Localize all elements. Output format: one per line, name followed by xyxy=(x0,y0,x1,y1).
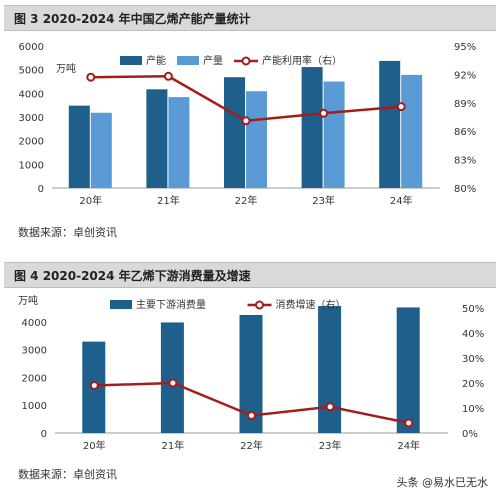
chart1-ytick-label: 2000 xyxy=(19,137,44,148)
chart1-xtick-label: 22年 xyxy=(235,194,258,207)
chart1-bar-a xyxy=(379,60,401,188)
chart2-unit-label: 万吨 xyxy=(18,294,38,307)
chart1-line-point xyxy=(86,72,96,82)
chart2-y2tick-label: 20% xyxy=(462,379,484,390)
chart1-ytick-label: 3000 xyxy=(19,113,44,124)
chart1-bar-b xyxy=(90,112,112,188)
chart2-bar-a xyxy=(239,314,263,433)
chart1-legend-label: 产量 xyxy=(203,54,223,67)
chart2-legend-label: 消费增速（右） xyxy=(276,298,346,311)
chart2-y2tick-label: 40% xyxy=(462,329,484,340)
chart2-y2tick-label: 0% xyxy=(462,429,478,440)
chart1-legend-swatch xyxy=(177,56,199,65)
chart2-line-point xyxy=(404,418,414,428)
chart1-y2tick-label: 83% xyxy=(454,156,476,167)
chart1-y2tick-label: 86% xyxy=(454,127,476,138)
chart1-bar-a xyxy=(146,89,168,188)
chart2-legend-marker xyxy=(255,300,264,310)
chart1-source: 数据来源：卓创资讯 xyxy=(18,226,117,239)
chart2-y2tick-label: 10% xyxy=(462,404,484,415)
chart1-line-point xyxy=(396,102,406,112)
chart1-bar-b xyxy=(246,91,267,188)
chart1-unit-label: 万吨 xyxy=(56,62,76,75)
chart2-bar-a xyxy=(396,307,420,433)
chart2-ytick-label: 1000 xyxy=(22,401,47,412)
chart2-xtick-label: 21年 xyxy=(162,439,185,450)
chart2-ytick-label: 4000 xyxy=(22,318,47,329)
chart1-y2tick-label: 80% xyxy=(454,184,476,195)
chart1-ytick-label: 6000 xyxy=(19,42,44,53)
chart1-ytick-label: 5000 xyxy=(19,66,44,77)
chart1-y2tick-label: 89% xyxy=(454,99,476,110)
chart1-bar-a xyxy=(301,67,323,188)
chart1-legend-swatch xyxy=(120,56,142,65)
chart2-plot: 0 1000 2000 3000 4000 0% 10% 20% 30% 40% 50% 万吨 20年 2… xyxy=(18,294,484,450)
chart1-plot: 0 1000 2000 3000 4000 5000 6000 80% 83% 86% 89% 92%… xyxy=(19,42,477,207)
chart2-ytick-label: 0 xyxy=(41,429,47,440)
chart2-bar-a xyxy=(160,322,184,433)
chart1-bar-a xyxy=(224,77,245,188)
chart2-title-bar: 图 4 2020-2024 年乙烯下游消费量及增速 xyxy=(4,262,496,288)
chart1-bar-a xyxy=(68,105,90,188)
chart2-line-point xyxy=(168,378,178,388)
chart2-xtick-label: 20年 xyxy=(83,439,106,450)
chart2-y2tick-label: 50% xyxy=(462,304,484,315)
chart1-xtick-label: 20年 xyxy=(79,194,102,207)
chart2-y2tick-label: 30% xyxy=(462,354,484,365)
chart2-ytick-label: 3000 xyxy=(22,346,47,357)
chart1-title: 图 3 2020-2024 年中国乙烯产能产量统计 xyxy=(14,12,251,26)
chart2-legend-label: 主要下游消费量 xyxy=(136,298,206,311)
chart1-bar-b xyxy=(323,81,345,188)
chart2-line-point xyxy=(89,381,99,390)
chart2-line-point xyxy=(247,411,256,420)
chart2-xtick-label: 24年 xyxy=(397,439,420,450)
chart1-line-point xyxy=(163,71,173,81)
chart1-ytick-label: 0 xyxy=(38,184,44,195)
chart1-ytick-label: 1000 xyxy=(19,160,44,171)
chart1-xtick-label: 21年 xyxy=(157,194,180,207)
chart2-bar-a xyxy=(318,306,342,433)
chart2-ytick-label: 2000 xyxy=(22,373,47,384)
chart1-legend-label: 产能利用率（右） xyxy=(262,54,342,67)
chart1-legend-marker xyxy=(241,56,251,66)
chart2-xtick-label: 22年 xyxy=(240,439,263,450)
chart1-line-point xyxy=(241,116,251,126)
chart1-legend-label: 产能 xyxy=(146,54,166,67)
chart1-bar-b xyxy=(401,74,423,188)
chart2-legend-swatch xyxy=(110,300,132,309)
chart1-y2tick-label: 92% xyxy=(454,70,476,81)
chart1-xtick-label: 23年 xyxy=(312,194,335,207)
chart2-title: 图 4 2020-2024 年乙烯下游消费量及增速 xyxy=(14,269,251,283)
chart1-y2tick-label: 95% xyxy=(454,42,476,53)
chart1-ytick-label: 4000 xyxy=(19,89,44,100)
chart2-source: 数据来源：卓创资讯 xyxy=(18,468,117,481)
chart2-line-point xyxy=(325,402,335,412)
chart1-bar-b xyxy=(168,97,190,188)
chart2-xtick-label: 23年 xyxy=(319,439,342,450)
chart1-title-bar: 图 3 2020-2024 年中国乙烯产能产量统计 xyxy=(4,5,496,31)
chart1-xtick-label: 24年 xyxy=(390,194,413,207)
chart1-line-point xyxy=(319,108,329,118)
footer-watermark: 头条 @易水已无水 xyxy=(396,476,489,489)
